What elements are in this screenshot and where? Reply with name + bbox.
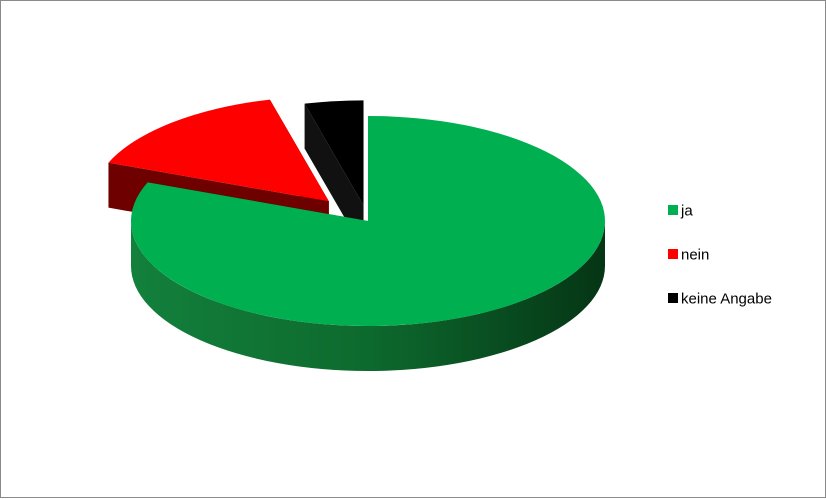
legend-item-ja: ja <box>668 201 772 220</box>
legend-label-nein: nein <box>681 246 710 264</box>
legend-item-keine-angabe: keine Angabe <box>668 289 772 308</box>
legend-label-ja: ja <box>681 202 693 220</box>
legend-swatch-ja <box>668 205 678 216</box>
legend-item-nein: nein <box>668 245 772 264</box>
legend-swatch-keine-angabe <box>668 293 678 304</box>
pie-top-nein <box>108 99 329 202</box>
chart-legend: ja nein keine Angabe <box>668 201 772 333</box>
legend-swatch-nein <box>668 249 678 260</box>
pie-slice-keine-angabe <box>304 100 364 251</box>
legend-label-keine-angabe: keine Angabe <box>681 290 772 308</box>
pie-slice-ja <box>130 116 606 371</box>
pie-top-ja <box>130 116 606 327</box>
pie-side-ja <box>131 221 605 371</box>
pie-top-keine-angabe <box>304 100 364 206</box>
pie-cut-keine-angabe-0 <box>304 103 364 251</box>
